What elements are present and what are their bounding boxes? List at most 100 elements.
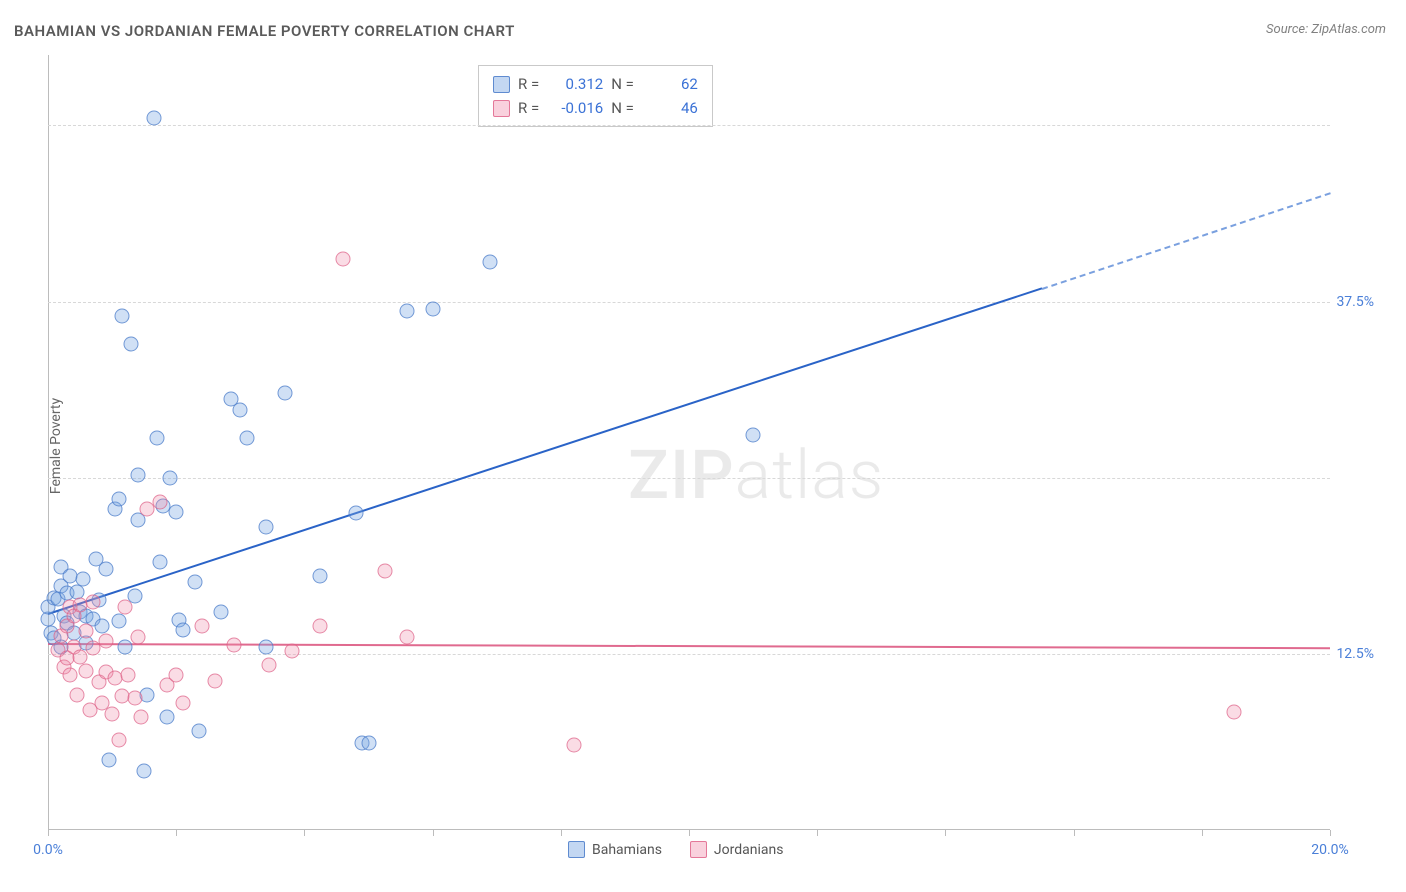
point-jordanians — [79, 663, 94, 678]
point-bahamians — [313, 569, 328, 584]
point-bahamians — [233, 403, 248, 418]
point-bahamians — [361, 735, 376, 750]
point-bahamians — [124, 336, 139, 351]
n-label: N = — [611, 96, 634, 120]
x-tick — [433, 830, 434, 836]
source-attribution: Source: ZipAtlas.com — [1266, 22, 1386, 37]
y-axis — [48, 55, 49, 830]
point-jordanians — [262, 658, 277, 673]
swatch-jordanians — [493, 100, 510, 117]
point-bahamians — [278, 386, 293, 401]
point-jordanians — [175, 696, 190, 711]
x-tick — [689, 830, 690, 836]
point-jordanians — [1226, 704, 1241, 719]
n-value-bahamians: 62 — [642, 72, 698, 96]
legend-item-jordanians: Jordanians — [690, 841, 784, 858]
point-bahamians — [98, 562, 113, 577]
trendline-bahamians — [48, 288, 1042, 615]
n-value-jordanians: 46 — [642, 96, 698, 120]
point-bahamians — [146, 111, 161, 126]
point-bahamians — [425, 301, 440, 316]
point-jordanians — [130, 629, 145, 644]
point-jordanians — [153, 494, 168, 509]
series-legend: Bahamians Jordanians — [568, 841, 783, 858]
point-bahamians — [399, 304, 414, 319]
point-jordanians — [399, 629, 414, 644]
point-bahamians — [239, 431, 254, 446]
gridline — [48, 654, 1330, 655]
point-bahamians — [130, 467, 145, 482]
point-jordanians — [69, 687, 84, 702]
point-bahamians — [746, 428, 761, 443]
swatch-bahamians-icon — [568, 841, 585, 858]
chart-container: BAHAMIAN VS JORDANIAN FEMALE POVERTY COR… — [0, 0, 1406, 892]
point-bahamians — [101, 752, 116, 767]
watermark-bold: ZIP — [628, 435, 735, 515]
legend-row-jordanians: R = -0.016 N = 46 — [493, 96, 698, 120]
y-tick-label: 37.5% — [1336, 294, 1374, 310]
x-tick — [817, 830, 818, 836]
point-bahamians — [175, 622, 190, 637]
point-jordanians — [105, 707, 120, 722]
swatch-bahamians — [493, 76, 510, 93]
point-bahamians — [137, 763, 152, 778]
point-jordanians — [127, 690, 142, 705]
chart-title: BAHAMIAN VS JORDANIAN FEMALE POVERTY COR… — [14, 22, 515, 40]
x-tick — [304, 830, 305, 836]
n-label: N = — [611, 72, 634, 96]
x-tick — [1330, 830, 1331, 836]
legend-row-bahamians: R = 0.312 N = 62 — [493, 72, 698, 96]
point-jordanians — [566, 738, 581, 753]
correlation-legend: R = 0.312 N = 62 R = -0.016 N = 46 — [478, 65, 713, 127]
point-bahamians — [483, 255, 498, 270]
point-bahamians — [114, 308, 129, 323]
point-bahamians — [117, 639, 132, 654]
r-value-bahamians: 0.312 — [547, 72, 603, 96]
point-bahamians — [149, 431, 164, 446]
point-jordanians — [335, 252, 350, 267]
r-label: R = — [518, 72, 539, 96]
gridline — [48, 478, 1330, 479]
point-bahamians — [162, 470, 177, 485]
point-jordanians — [121, 668, 136, 683]
point-bahamians — [188, 575, 203, 590]
point-bahamians — [76, 572, 91, 587]
x-tick-label: 0.0% — [33, 842, 63, 858]
point-bahamians — [214, 604, 229, 619]
x-tick-label: 20.0% — [1311, 842, 1349, 858]
y-tick-label: 12.5% — [1336, 646, 1374, 662]
point-jordanians — [117, 600, 132, 615]
point-jordanians — [63, 668, 78, 683]
gridline — [48, 125, 1330, 126]
point-bahamians — [191, 724, 206, 739]
legend-item-bahamians: Bahamians — [568, 841, 662, 858]
x-tick — [1074, 830, 1075, 836]
x-tick — [561, 830, 562, 836]
point-jordanians — [133, 710, 148, 725]
point-jordanians — [226, 638, 241, 653]
point-jordanians — [377, 563, 392, 578]
point-bahamians — [95, 618, 110, 633]
point-bahamians — [169, 504, 184, 519]
point-bahamians — [140, 687, 155, 702]
point-jordanians — [194, 618, 209, 633]
swatch-jordanians-icon — [690, 841, 707, 858]
point-bahamians — [258, 520, 273, 535]
point-bahamians — [153, 555, 168, 570]
point-jordanians — [98, 634, 113, 649]
x-tick — [1202, 830, 1203, 836]
trendline-bahamians-extrapolated — [1041, 192, 1330, 290]
plot-area: ZIPatlas R = 0.312 N = 62 R = -0.016 N =… — [48, 55, 1378, 830]
point-bahamians — [111, 491, 126, 506]
legend-label-jordanians: Jordanians — [714, 842, 784, 858]
x-tick — [176, 830, 177, 836]
point-jordanians — [284, 644, 299, 659]
point-bahamians — [159, 710, 174, 725]
point-bahamians — [348, 505, 363, 520]
x-tick — [945, 830, 946, 836]
point-bahamians — [258, 639, 273, 654]
point-jordanians — [111, 732, 126, 747]
r-label: R = — [518, 96, 539, 120]
gridline — [48, 302, 1330, 303]
watermark-light: atlas — [735, 435, 885, 515]
